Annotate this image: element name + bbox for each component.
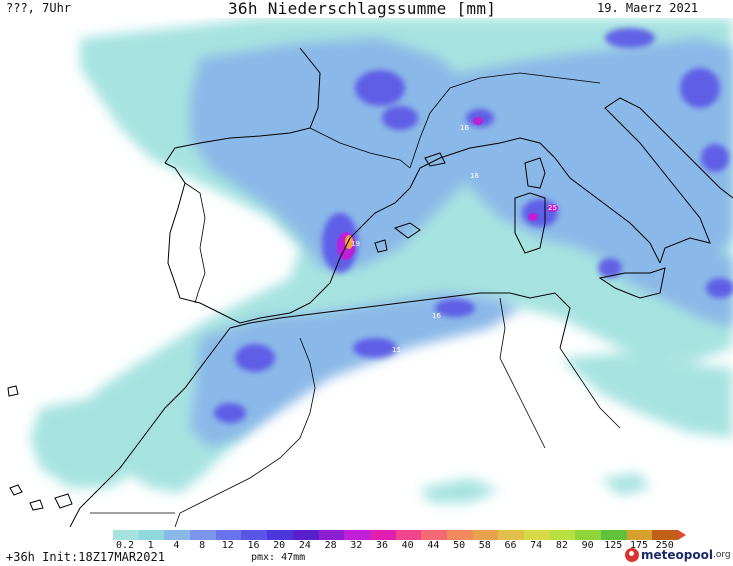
legend-tick-label: 32: [350, 540, 363, 551]
legend-tick-label: 74: [530, 540, 543, 551]
map-label-4: 19: [351, 240, 360, 248]
legend-swatch: [626, 530, 653, 540]
map-canvas: 16 16 25 19 16 15: [7, 18, 733, 527]
legend-tick-label: 36: [375, 540, 389, 551]
precipitation-map: 16 16 25 19 16 15: [0, 18, 733, 527]
legend-swatch: [524, 530, 550, 540]
forecast-run-label: +36h Init:18Z17MAR2021: [6, 550, 165, 564]
legend-tick-label: 28: [324, 540, 337, 551]
brand-name: meteopool: [641, 548, 713, 562]
coastlines: [7, 47, 733, 527]
legend-swatch: [138, 530, 165, 540]
country-borders: [90, 72, 621, 527]
brand-tld: .org: [712, 550, 731, 560]
legend-tick-label: 66: [504, 540, 517, 551]
legend-tick-label: 82: [555, 540, 568, 551]
legend-tick-label: 4: [173, 540, 180, 551]
map-label-1: 16: [470, 172, 479, 180]
legend-tick-label: 0.2: [115, 540, 135, 551]
header-bar: ???, 7Uhr 36h Niederschlagssumme [mm] 19…: [0, 0, 733, 18]
legend-swatch: [190, 530, 216, 540]
legend-tick-label: 90: [581, 540, 594, 551]
legend-tick-label: 1: [147, 540, 154, 551]
map-label-2: 16: [460, 124, 469, 132]
legend-labels: 0.2 1 4 8 12 16 20 24 28 32 36 40 44 50 58 66 74 82 90 125 1…: [0, 540, 733, 554]
moderate-precip-field: [190, 38, 733, 448]
map-value-labels: 16 16 25 19 16 15: [351, 124, 557, 354]
legend-swatch: [369, 530, 396, 540]
legend-swatch: [446, 530, 473, 540]
legend-tick-label: 8: [199, 540, 206, 551]
legend-swatch: [215, 530, 242, 540]
legend-swatch: [395, 530, 422, 540]
max-precip-label: pmx: 47mm: [251, 552, 306, 563]
legend-tick-label: 16: [247, 540, 260, 551]
forecast-date: 19. Maerz 2021: [597, 1, 699, 15]
legend-tick-label: 44: [427, 540, 440, 551]
legend-arrow: [678, 530, 687, 540]
meteopool-logo[interactable]: meteopool .org: [625, 548, 731, 562]
legend-tick-label: 12: [221, 540, 234, 551]
legend-tick-label: 125: [604, 540, 623, 551]
legend-swatch: [601, 530, 627, 540]
legend-swatch: [549, 530, 576, 540]
legend-swatch: [241, 530, 268, 540]
legend-swatch: [267, 530, 293, 540]
legend-tick-label: 40: [401, 540, 414, 551]
map-title: 36h Niederschlagssumme [mm]: [228, 0, 497, 18]
legend-tick-label: 24: [298, 540, 311, 551]
legend-swatch: [652, 530, 679, 540]
legend-swatch: [113, 530, 139, 540]
legend-swatch: [421, 530, 447, 540]
legend-colorbar: [113, 530, 687, 540]
legend-swatch: [575, 530, 602, 540]
legend-tick-label: 250: [655, 540, 674, 551]
legend-swatch: [318, 530, 345, 540]
meteopool-logo-icon: [625, 548, 639, 562]
legend-tick-label: 50: [453, 540, 466, 551]
legend-swatch: [498, 530, 524, 540]
legend-swatch: [292, 530, 319, 540]
map-label-3: 25: [548, 204, 557, 212]
forecast-valid-label: ???, 7Uhr: [6, 1, 72, 15]
legend-tick-label: 58: [478, 540, 491, 551]
legend-swatch: [164, 530, 191, 540]
legend-swatch: [472, 530, 499, 540]
map-label-5: 16: [432, 312, 441, 320]
legend-tick-label: 20: [273, 540, 286, 551]
map-label-6: 15: [392, 346, 401, 354]
legend-swatch: [344, 530, 370, 540]
legend-tick-label: 175: [629, 540, 649, 551]
